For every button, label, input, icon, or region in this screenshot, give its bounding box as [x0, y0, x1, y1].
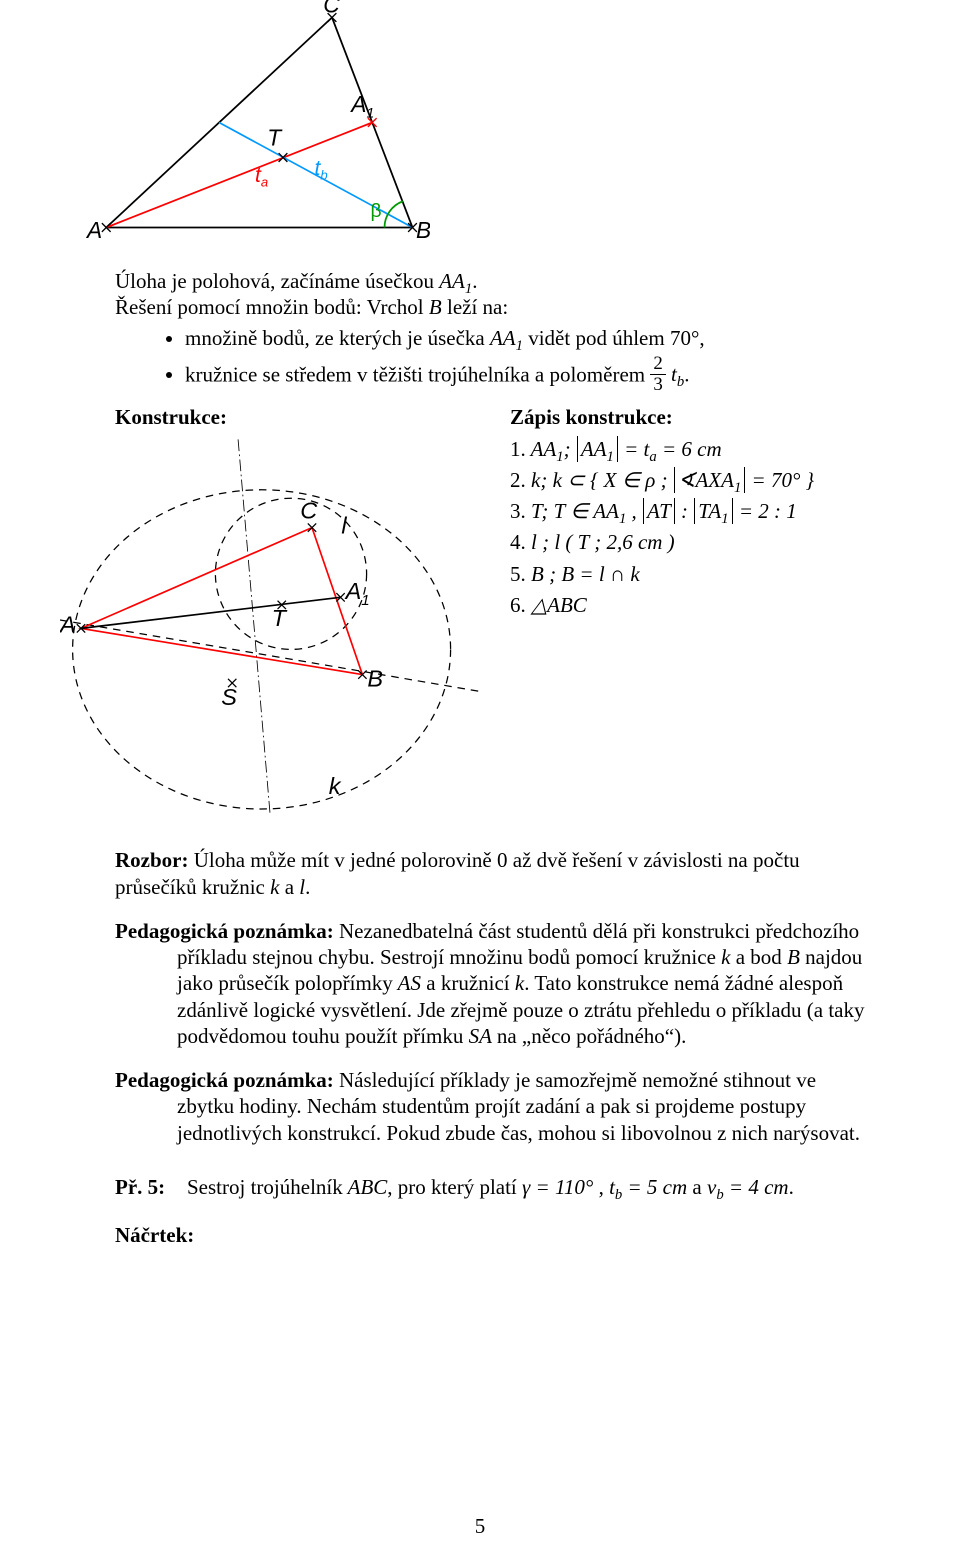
b1-b: vidět pod úhlem	[528, 326, 664, 350]
intro-line: Úloha je polohová, začínáme úsečkou AA1.	[115, 268, 870, 294]
bullet-2: kružnice se středem v těžišti trojúhelní…	[185, 354, 870, 395]
konstrukce-label: Konstrukce:	[115, 404, 485, 430]
b1-a: množině bodů, ze kterých je úsečka	[185, 326, 485, 350]
svg-text:A1: A1	[349, 91, 374, 120]
svg-text:C: C	[323, 0, 340, 17]
svg-text:A: A	[85, 217, 102, 243]
pgnote1-mid: a bod	[736, 945, 782, 969]
svg-text:ta: ta	[255, 164, 268, 189]
fraction: 23	[650, 354, 665, 395]
pg-note-2: Pedagogická poznámka: Následující příkla…	[177, 1067, 870, 1146]
b1-seg: AA1	[490, 326, 523, 350]
pgnote1-label: Pedagogická poznámka:	[115, 919, 334, 943]
svg-text:T: T	[272, 605, 288, 631]
b2-tb: tb	[671, 362, 684, 386]
svg-text:k: k	[329, 773, 342, 799]
bullet-1: množině bodů, ze kterých je úsečka AA1 v…	[185, 325, 870, 351]
zapis-col: Zápis konstrukce: 1. AA1; AA1 = ta = 6 c…	[510, 404, 870, 623]
intro-period: .	[472, 269, 477, 293]
reseni-lead: Řešení pomocí množin bodů: Vrchol	[115, 295, 424, 319]
svg-text:l: l	[341, 512, 347, 538]
reseni-B: B	[429, 295, 442, 319]
step-5: 5. B ; B = l ∩ k	[510, 561, 870, 587]
pgnote1-k2: k	[510, 971, 525, 995]
pr5-label: Př. 5:	[115, 1174, 187, 1200]
bullet-list: množině bodů, ze kterých je úsečka AA1 v…	[115, 325, 870, 395]
rozbor-period: .	[305, 875, 310, 899]
pgnote1-end: na „něco pořádného“).	[497, 1024, 686, 1048]
intro-text: Úloha je polohová, začínáme úsečkou	[115, 269, 434, 293]
pgnote1-k: k	[716, 945, 736, 969]
rozbor-label: Rozbor:	[115, 848, 188, 872]
rozbor-text: Úloha může mít v jedné polorovině 0 až d…	[115, 848, 800, 898]
pgnote1-mid3: a kružnicí	[426, 971, 509, 995]
figure-2: A B C A1 T l k S	[60, 431, 480, 824]
pgnote1-B: B	[782, 945, 805, 969]
rozbor: Rozbor: Úloha může mít v jedné polorovin…	[115, 847, 870, 900]
svg-text:C: C	[300, 497, 318, 523]
page: A B C A1 T ta tb β Úloha je polohová, za…	[0, 0, 960, 1545]
pgnote2-label: Pedagogická poznámka:	[115, 1068, 334, 1092]
pg-note-1: Pedagogická poznámka: Nezanedbatelná čás…	[177, 918, 870, 1049]
konstrukce-row: Konstrukce:	[115, 404, 870, 823]
pgnote1-AS: AS	[393, 971, 426, 995]
konstrukce-col: Konstrukce:	[115, 404, 485, 823]
svg-text:T: T	[267, 124, 283, 150]
svg-text:B: B	[416, 217, 430, 243]
b2-period: .	[684, 362, 689, 386]
pgnote1-SA: SA	[463, 1024, 496, 1048]
page-number: 5	[0, 1513, 960, 1539]
rozbor-a: a	[279, 875, 299, 899]
step-4: 4. l ; l ( T ; 2,6 cm )	[510, 529, 870, 555]
svg-text:tb: tb	[315, 157, 328, 182]
intro-seg: AA1	[439, 269, 472, 293]
svg-text:B: B	[367, 665, 383, 691]
zapis-label: Zápis konstrukce:	[510, 404, 870, 430]
b1-comma: ,	[699, 326, 704, 350]
pr5-text: Sestroj trojúhelník ABC, pro který platí…	[187, 1174, 794, 1200]
construction-steps: 1. AA1; AA1 = ta = 6 cm 2. k; k ⊂ { X ∈ …	[510, 436, 870, 619]
step-2: 2. k; k ⊂ { X ∈ ρ ; ∢AXA1 = 70° }	[510, 467, 870, 493]
svg-text:A1: A1	[344, 578, 370, 609]
b1-deg: 70°	[670, 326, 699, 350]
step-3: 3. T; T ∈ AA1 , AT : TA1 = 2 : 1	[510, 498, 870, 524]
svg-text:β: β	[371, 201, 382, 222]
nacrtek-label: Náčrtek:	[115, 1222, 870, 1248]
svg-text:A: A	[60, 611, 76, 637]
svg-text:S: S	[221, 684, 237, 710]
b2-a: kružnice se středem v těžišti trojúhelní…	[185, 362, 645, 386]
reseni-line: Řešení pomocí množin bodů: Vrchol B leží…	[115, 294, 870, 320]
exercise-5: Př. 5: Sestroj trojúhelník ABC, pro kter…	[115, 1174, 870, 1200]
reseni-lead2: leží na:	[447, 295, 508, 319]
figure-1: A B C A1 T ta tb β	[80, 0, 430, 260]
step-1: 1. AA1; AA1 = ta = 6 cm	[510, 436, 870, 462]
step-6: 6. △ABC	[510, 592, 870, 618]
